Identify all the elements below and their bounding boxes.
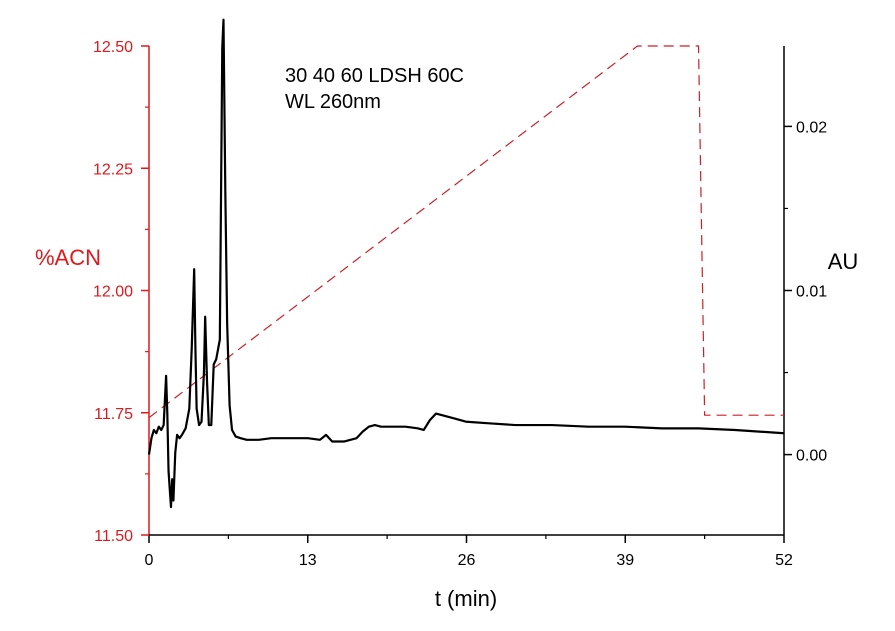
- left-tick-label: 12.25: [93, 161, 133, 178]
- x-tick-label: 52: [775, 552, 793, 569]
- axes-group: [141, 45, 792, 543]
- left-tick-label: 12.00: [93, 284, 133, 301]
- right-tick-label: 0.02: [796, 119, 827, 136]
- left-tick-label: 12.50: [93, 39, 133, 56]
- right-tick-label: 0.01: [796, 284, 827, 301]
- series-group: [147, 18, 785, 509]
- left-tick-label: 11.50: [94, 528, 133, 545]
- annotation-line-1: 30 40 60 LDSH 60C: [285, 65, 464, 87]
- x-tick-label: 0: [145, 552, 154, 569]
- gradient-series-line: [148, 45, 784, 419]
- right-tick-label: 0.00: [796, 448, 827, 465]
- x-tick-label: 39: [616, 552, 634, 569]
- annotation-line-2: WL 260nm: [285, 91, 381, 113]
- x-axis-label: t (min): [435, 586, 497, 611]
- right-axis-label: AU: [828, 249, 859, 274]
- left-tick-label: 11.75: [94, 406, 133, 423]
- absorbance-trace-line: [147, 18, 785, 509]
- left-axis-label: %ACN: [35, 245, 101, 270]
- x-tick-label: 26: [458, 552, 476, 569]
- text-group: 30 40 60 LDSH 60C WL 260nm t (min) %ACN …: [35, 39, 858, 611]
- x-tick-label: 13: [299, 552, 317, 569]
